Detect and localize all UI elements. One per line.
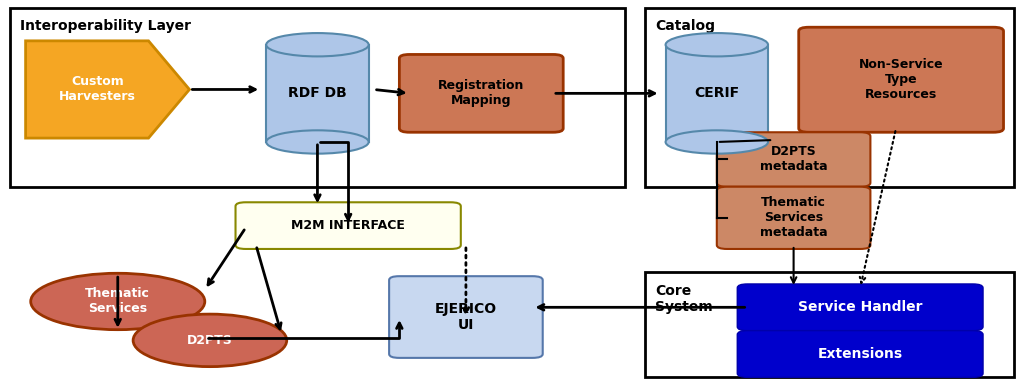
FancyBboxPatch shape bbox=[266, 45, 369, 142]
Text: D2PTS: D2PTS bbox=[187, 334, 232, 347]
Ellipse shape bbox=[31, 273, 205, 330]
Text: EJERICO
UI: EJERICO UI bbox=[435, 302, 497, 332]
FancyBboxPatch shape bbox=[799, 27, 1004, 132]
FancyBboxPatch shape bbox=[717, 132, 870, 187]
Ellipse shape bbox=[666, 33, 768, 56]
Text: Non-Service
Type
Resources: Non-Service Type Resources bbox=[859, 58, 943, 101]
FancyBboxPatch shape bbox=[737, 284, 983, 331]
FancyBboxPatch shape bbox=[399, 54, 563, 132]
Text: Registration
Mapping: Registration Mapping bbox=[438, 79, 524, 107]
Text: M2M INTERFACE: M2M INTERFACE bbox=[291, 219, 406, 232]
Ellipse shape bbox=[266, 130, 369, 154]
Text: Catalog: Catalog bbox=[655, 19, 716, 33]
Polygon shape bbox=[26, 41, 189, 138]
Ellipse shape bbox=[266, 33, 369, 56]
Text: Service Handler: Service Handler bbox=[798, 300, 923, 314]
Text: Extensions: Extensions bbox=[817, 347, 903, 361]
Text: Thematic
Services: Thematic Services bbox=[85, 287, 151, 315]
FancyBboxPatch shape bbox=[666, 45, 768, 142]
Text: CERIF: CERIF bbox=[694, 86, 739, 100]
FancyBboxPatch shape bbox=[236, 202, 461, 249]
FancyBboxPatch shape bbox=[389, 276, 543, 358]
Text: RDF DB: RDF DB bbox=[288, 86, 347, 100]
Ellipse shape bbox=[133, 314, 287, 366]
Text: D2PTS
metadata: D2PTS metadata bbox=[760, 145, 827, 173]
FancyBboxPatch shape bbox=[717, 187, 870, 249]
FancyBboxPatch shape bbox=[737, 331, 983, 377]
Ellipse shape bbox=[666, 130, 768, 154]
Text: Thematic
Services
metadata: Thematic Services metadata bbox=[760, 196, 827, 239]
Text: Core
System: Core System bbox=[655, 284, 713, 314]
Text: Custom
Harvesters: Custom Harvesters bbox=[58, 75, 136, 103]
Text: Interoperability Layer: Interoperability Layer bbox=[20, 19, 191, 33]
